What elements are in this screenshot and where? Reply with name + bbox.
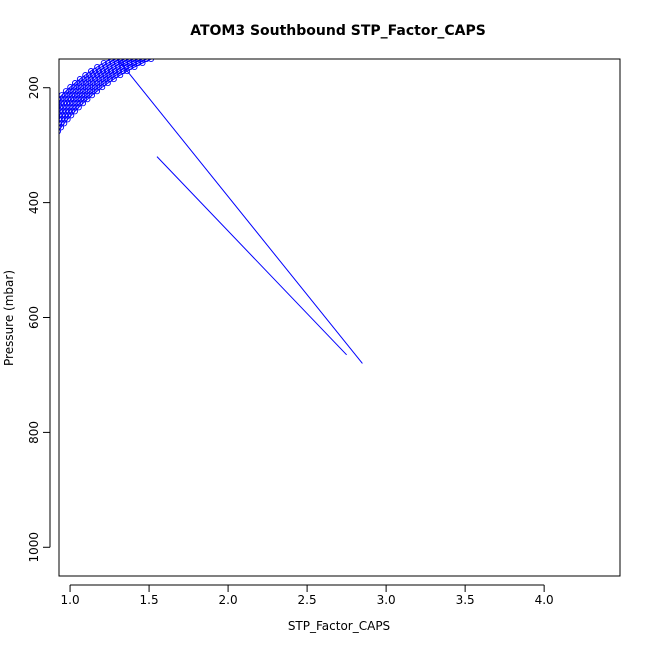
x-tick-label: 2.0 bbox=[219, 593, 238, 607]
x-tick-label: 1.5 bbox=[140, 593, 159, 607]
x-axis-label: STP_Factor_CAPS bbox=[288, 619, 390, 633]
y-tick-label: 200 bbox=[27, 76, 41, 99]
y-tick-label: 1000 bbox=[27, 532, 41, 563]
x-tick-label: 1.0 bbox=[61, 593, 80, 607]
x-tick-label: 3.0 bbox=[377, 593, 396, 607]
y-tick-label: 400 bbox=[27, 191, 41, 214]
y-tick-label: 800 bbox=[27, 421, 41, 444]
x-tick-label: 4.0 bbox=[535, 593, 554, 607]
x-tick-label: 3.5 bbox=[456, 593, 475, 607]
y-tick-label: 600 bbox=[27, 306, 41, 329]
x-tick-label: 2.5 bbox=[298, 593, 317, 607]
y-axis-label: Pressure (mbar) bbox=[2, 270, 16, 366]
chart-title: ATOM3 Southbound STP_Factor_CAPS bbox=[190, 23, 486, 39]
